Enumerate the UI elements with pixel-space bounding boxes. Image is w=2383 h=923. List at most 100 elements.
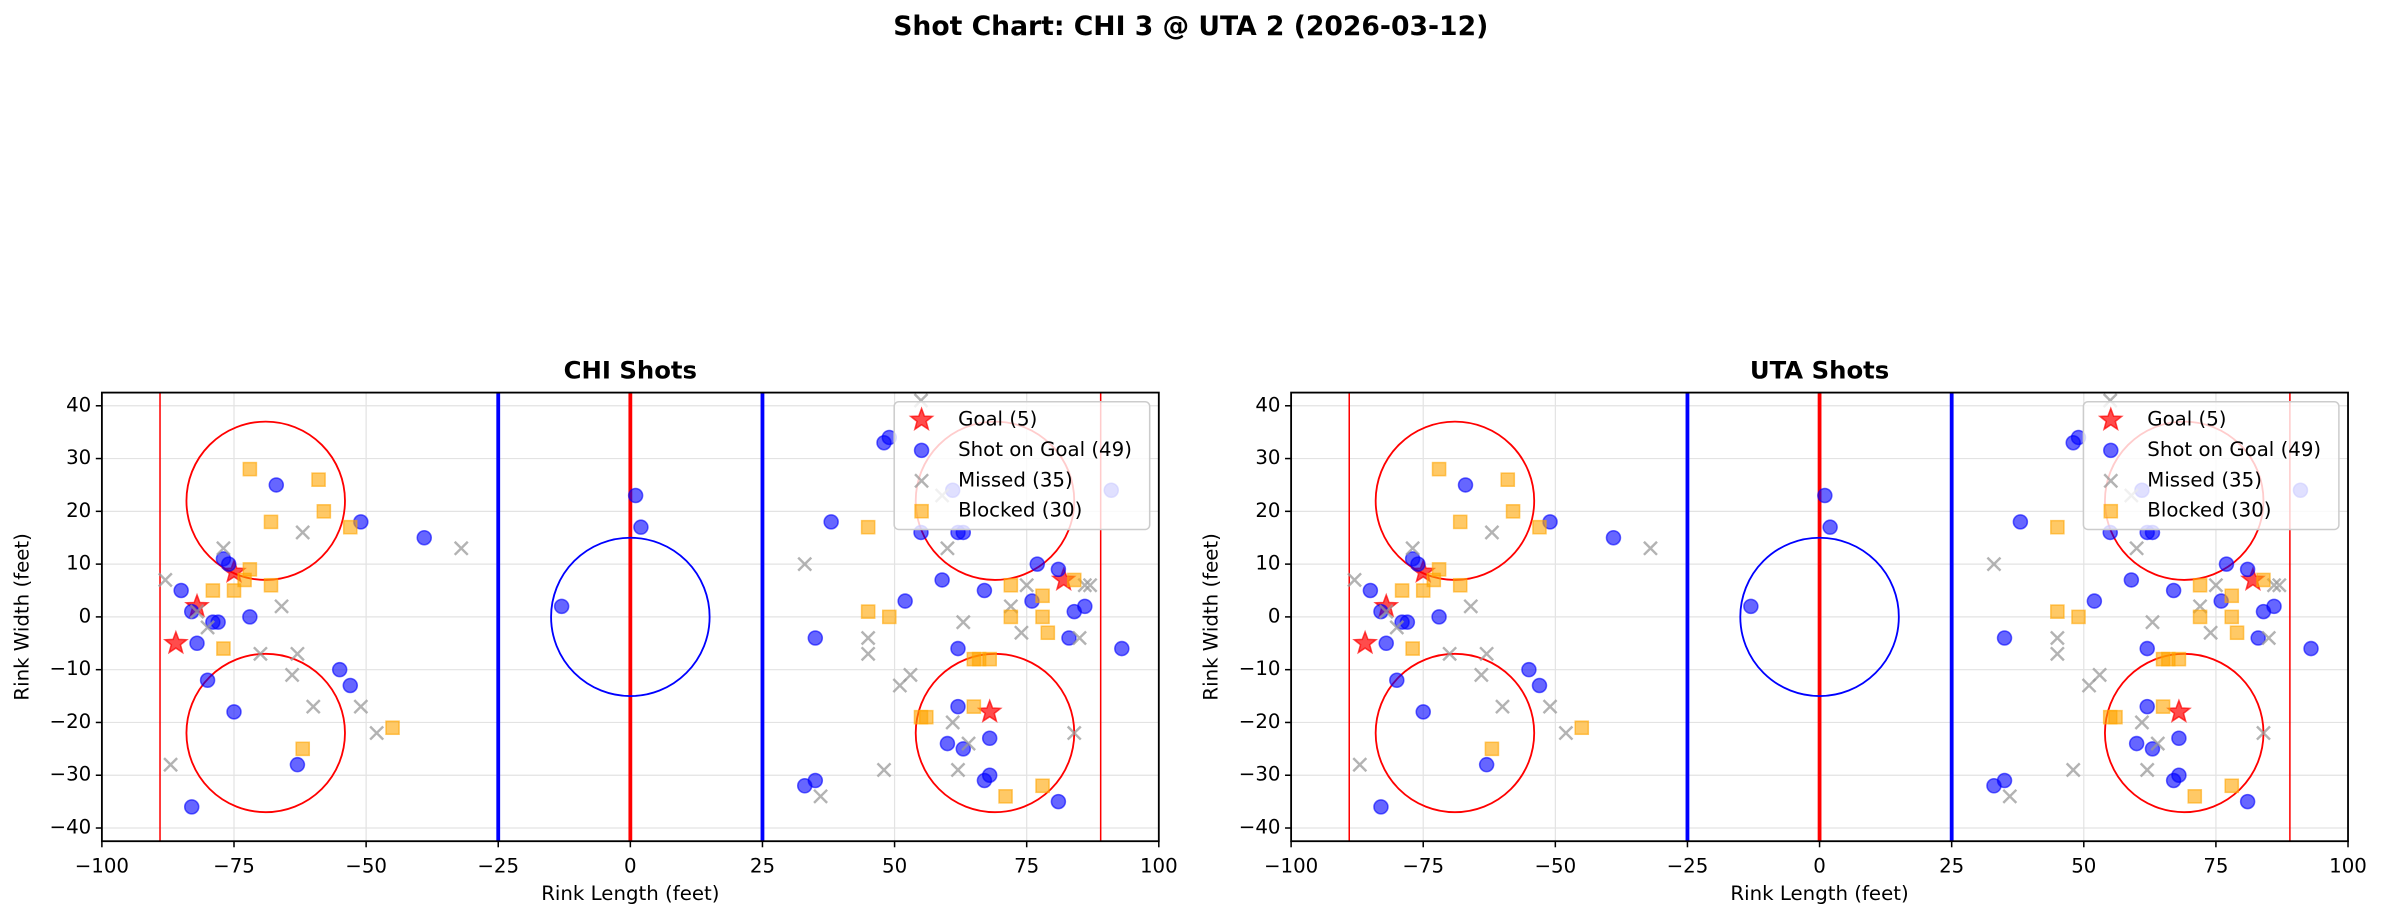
x-tick-label: 0	[624, 855, 637, 878]
blocked-marker	[216, 641, 231, 656]
missed-marker	[290, 646, 305, 662]
goal-marker	[2166, 698, 2192, 723]
shot-marker	[1996, 630, 2013, 646]
missed-marker	[2256, 725, 2271, 741]
x-axis-label: Rink Length (feet)	[1730, 882, 1908, 905]
shot-marker	[976, 582, 993, 599]
shot-marker	[1822, 519, 1838, 535]
legend-box	[2082, 400, 2340, 531]
y-tick-label: −20	[1239, 710, 1281, 733]
missed-marker	[2271, 577, 2287, 593]
blocked-marker	[2155, 699, 2171, 714]
shot-marker	[1431, 609, 1447, 625]
missed-marker	[295, 525, 311, 540]
shot-marker	[226, 704, 242, 720]
subplot-title: CHI Shots	[564, 355, 697, 384]
missed-marker	[1463, 598, 1479, 614]
missed-marker	[2145, 614, 2160, 630]
blocked-marker	[2192, 577, 2208, 593]
legend-marker	[913, 442, 930, 459]
missed-marker	[369, 725, 385, 741]
y-tick-label: 30	[66, 446, 91, 469]
y-tick-label: −10	[1239, 657, 1281, 680]
y-tick-label: −40	[1239, 816, 1281, 839]
missed-marker	[813, 788, 828, 804]
legend-box	[893, 400, 1151, 531]
blocked-marker	[966, 699, 982, 714]
blocked-marker	[2171, 651, 2187, 667]
x-tick-label: 100	[1140, 855, 1178, 878]
blocked-marker	[2229, 625, 2245, 641]
blocked-marker	[385, 720, 400, 736]
legend: Goal (5) Shot on Goal (49) Missed (35) Bloc…	[893, 400, 1151, 531]
missed-marker	[1378, 604, 1394, 620]
missed-marker	[2134, 715, 2150, 730]
x-tick-label: 25	[1939, 855, 1964, 878]
blocked-marker	[1532, 519, 1547, 535]
x-tick-label: −50	[1534, 855, 1576, 878]
missed-marker	[1066, 725, 1082, 741]
blocked-marker	[2224, 778, 2240, 794]
y-tick-label: 20	[1255, 499, 1280, 522]
shot-marker	[1114, 640, 1130, 657]
x-tick-label: 25	[750, 855, 775, 878]
shot-marker	[2165, 772, 2182, 789]
shot-marker	[331, 661, 348, 678]
x-tick-label: −75	[1402, 855, 1444, 878]
missed-marker	[1484, 525, 1500, 540]
legend: Goal (5) Shot on Goal (49) Missed (35) Bloc…	[2082, 400, 2340, 531]
legend-label: Missed (35)	[2147, 468, 2262, 491]
missed-marker	[955, 614, 971, 630]
y-tick-label: 10	[66, 552, 91, 575]
blocked-marker	[1574, 720, 1590, 736]
blocked-marker	[1500, 472, 1516, 487]
blocked-marker	[1003, 609, 1019, 625]
rink-circle	[185, 652, 346, 814]
missed-marker	[2092, 667, 2108, 683]
missed-marker	[1643, 540, 1658, 556]
blocked-marker	[1452, 577, 1468, 593]
goal-marker	[162, 629, 189, 655]
shot-marker	[1478, 756, 1495, 773]
shot-marker	[976, 772, 993, 789]
missed-marker	[2203, 625, 2219, 641]
blocked-marker	[1415, 583, 1431, 598]
missed-marker	[1479, 646, 1495, 662]
x-tick-label: −75	[213, 855, 255, 878]
blocked-marker	[2071, 609, 2086, 625]
x-tick-label: 50	[2071, 855, 2096, 878]
x-tick-label: −100	[1264, 855, 1318, 878]
shot-marker	[1743, 598, 1759, 615]
shot-marker	[627, 487, 644, 504]
blocked-marker	[263, 577, 279, 593]
legend-label: Shot on Goal (49)	[958, 438, 1132, 461]
shot-marker	[1061, 630, 1077, 646]
shot-marker	[416, 529, 433, 546]
shot-marker	[1410, 556, 1426, 572]
legend-marker	[914, 503, 929, 519]
missed-marker	[860, 630, 876, 646]
blocked-marker	[295, 741, 311, 757]
x-axis-label: Rink Length (feet)	[541, 882, 719, 905]
blocked-marker	[1040, 625, 1056, 641]
subplot: UTA Shots Rink Length (feet) Rink Width (f…	[1200, 355, 2367, 905]
missed-marker	[284, 667, 300, 683]
missed-marker	[163, 757, 178, 773]
subplot: CHI Shots Rink Length (feet) Rink Width (f…	[10, 355, 1177, 905]
y-tick-label: −10	[50, 657, 92, 680]
missed-marker	[1072, 630, 1087, 646]
shot-marker	[2139, 698, 2155, 715]
shot-marker	[2123, 572, 2140, 588]
rink-circle	[1374, 652, 1536, 814]
y-tick-label: 40	[1255, 393, 1280, 416]
missed-marker	[216, 540, 231, 556]
x-tick-label: 50	[882, 855, 907, 878]
missed-marker	[876, 762, 892, 778]
shot-marker	[950, 640, 966, 657]
shot-marker	[289, 756, 306, 773]
legend-label: Missed (35)	[958, 468, 1073, 491]
x-tick-label: 75	[1014, 855, 1039, 878]
shot-marker	[242, 609, 258, 625]
missed-marker	[961, 736, 976, 751]
missed-marker	[903, 667, 918, 683]
